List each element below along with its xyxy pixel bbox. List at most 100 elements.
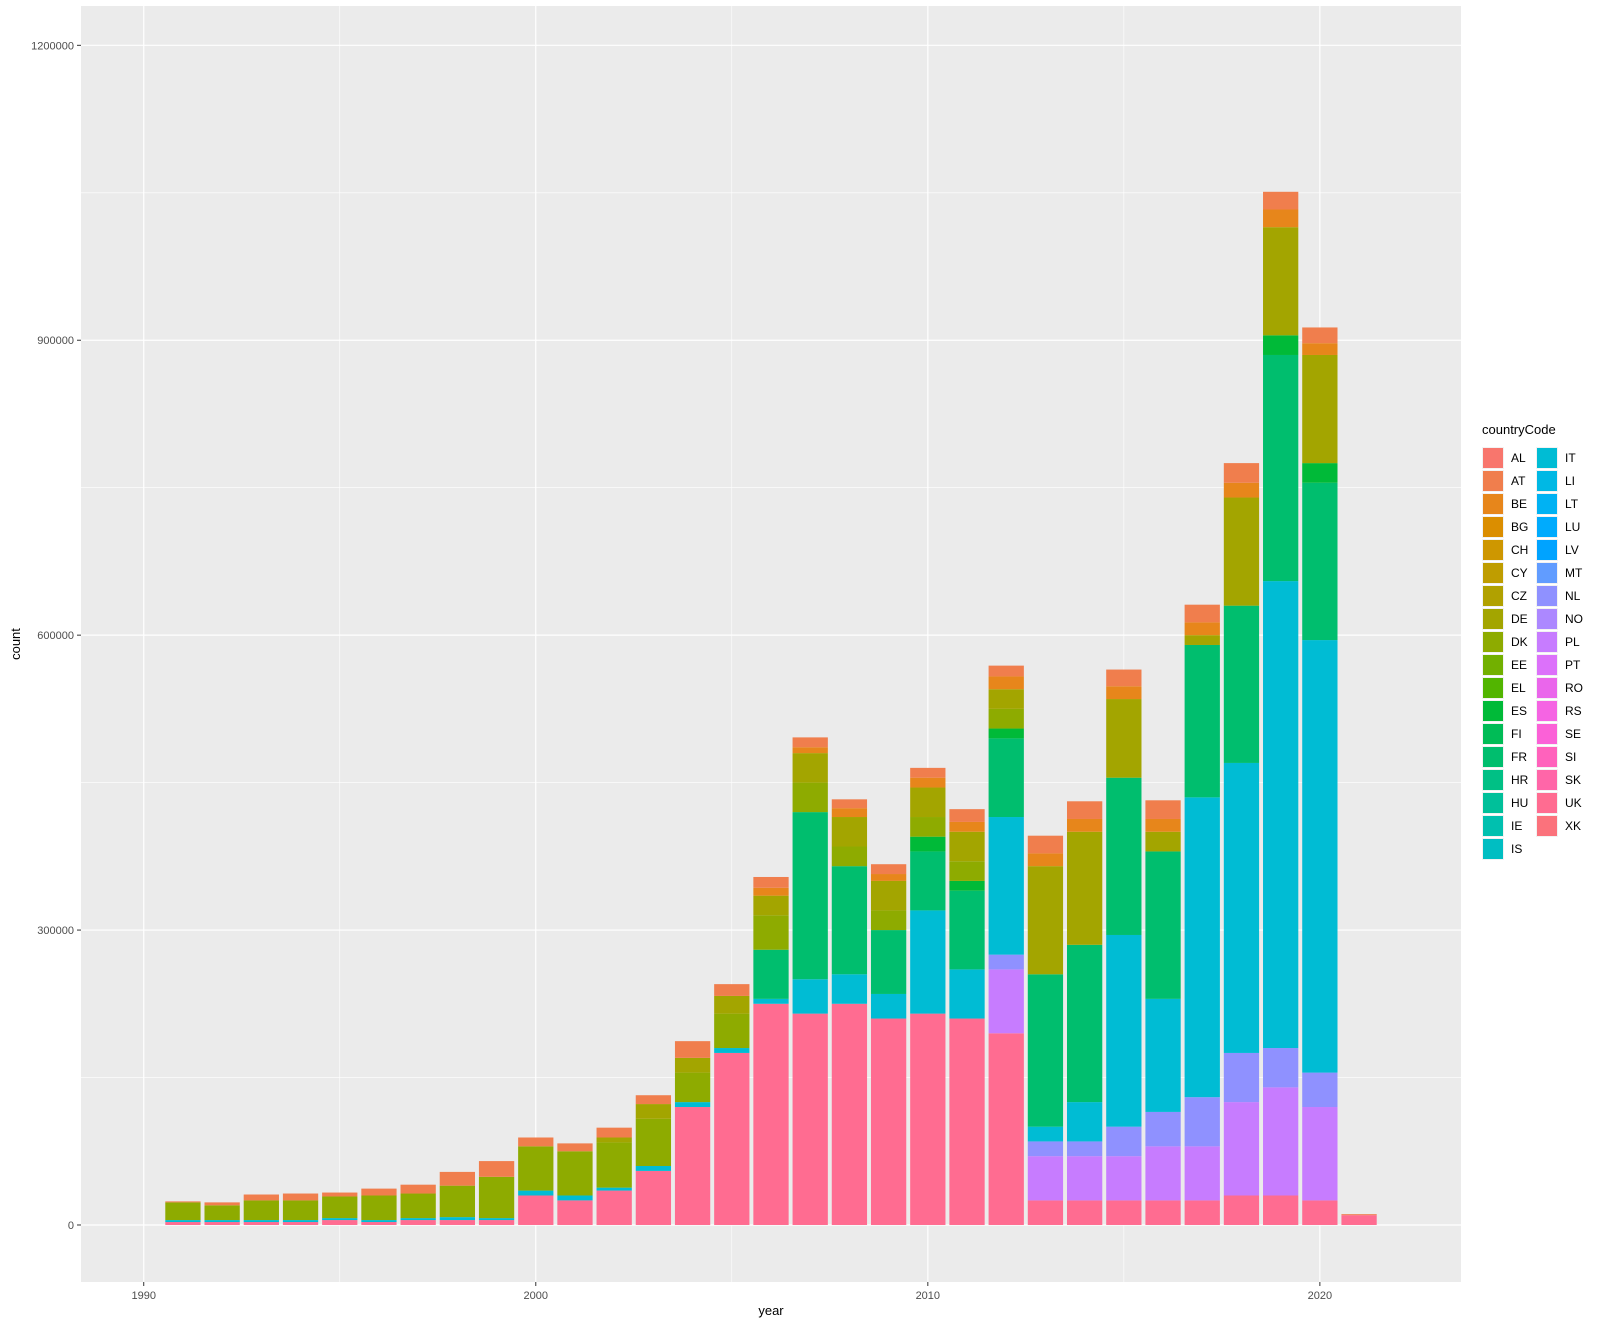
bar-segment-it-1998	[439, 1217, 476, 1221]
bar-segment-dk-1999	[478, 1176, 515, 1219]
bar-segment-de-2004	[674, 1057, 711, 1073]
bar-segment-at-2009	[870, 864, 907, 875]
bar-segment-it-2016	[1145, 998, 1181, 1112]
bar-segment-fr-2020	[1302, 482, 1338, 641]
bar-segment-pl-2013	[1027, 1156, 1064, 1201]
legend-label-si: SI	[1565, 750, 1576, 764]
bar-segment-it-2000	[518, 1190, 554, 1196]
bar-segment-uk-2014	[1066, 1200, 1103, 1225]
bar-segment-it-2002	[596, 1187, 632, 1191]
bar-segment-dk-1993	[243, 1200, 279, 1221]
legend-label-ch: CH	[1511, 543, 1528, 557]
bar-segment-dk-1995	[322, 1196, 358, 1219]
legend-label-lv: LV	[1565, 543, 1579, 557]
legend-label-pl: PL	[1565, 635, 1580, 649]
bar-segment-fr-2019	[1263, 354, 1299, 582]
bar-segment-pl-2012	[988, 969, 1024, 1034]
bar-segment-es-2012	[988, 728, 1024, 739]
bar-segment-uk-2000	[518, 1195, 554, 1225]
bar-segment-de-2002	[596, 1137, 632, 1143]
bar-segment-uk-2008	[831, 1003, 868, 1225]
bar-segment-de-2020	[1302, 354, 1338, 464]
bar-segment-de-2010	[910, 787, 946, 818]
bar-segment-de-2015	[1106, 699, 1142, 778]
bar-segment-uk-1991	[165, 1222, 201, 1225]
bar-segment-at-1996	[361, 1188, 397, 1196]
legend-key-si	[1537, 747, 1557, 767]
bar-segment-at-2016	[1145, 800, 1181, 819]
bar-segment-dk-1997	[400, 1193, 436, 1219]
legend-key-is	[1483, 839, 1503, 859]
bars	[165, 191, 1377, 1225]
bar-segment-be-2008	[831, 808, 868, 818]
bar-segment-uk-1997	[400, 1220, 436, 1225]
bar-segment-at-2006	[753, 876, 789, 888]
bar-segment-at-2017	[1184, 604, 1220, 623]
bar-segment-fr-2017	[1184, 644, 1220, 798]
bar-segment-it-2018	[1223, 762, 1260, 1053]
bar-segment-uk-2015	[1106, 1200, 1142, 1225]
bar-segment-uk-1992	[204, 1222, 240, 1225]
bar-segment-uk-1999	[478, 1220, 515, 1225]
bar-segment-fr-2010	[910, 851, 946, 911]
legend-key-nl	[1537, 586, 1557, 606]
legend-key-be	[1483, 494, 1503, 514]
legend-label-dk: DK	[1511, 635, 1528, 649]
legend-key-sk	[1537, 770, 1557, 790]
bar-segment-it-2008	[831, 974, 868, 1004]
bar-segment-fr-2012	[988, 738, 1024, 818]
bar-segment-fr-2011	[949, 890, 985, 970]
bar-segment-at-2010	[910, 767, 946, 778]
bar-segment-fr-2013	[1027, 974, 1064, 1127]
bar-segment-be-2010	[910, 777, 946, 788]
legend-key-ch	[1483, 540, 1503, 560]
bar-segment-uk-2012	[988, 1033, 1024, 1225]
bar-segment-at-1999	[478, 1161, 515, 1177]
y-tick-label: 600000	[37, 630, 74, 642]
bar-segment-uk-2019	[1263, 1195, 1299, 1225]
bar-segment-uk-2003	[635, 1170, 672, 1225]
x-tick-label: 2010	[916, 1290, 940, 1302]
bar-segment-es-2010	[910, 836, 946, 852]
legend-key-pt	[1537, 655, 1557, 675]
bar-segment-it-2020	[1302, 640, 1338, 1073]
bar-segment-at-2019	[1263, 191, 1299, 210]
bar-segment-dk-2011	[949, 861, 985, 881]
bar-segment-dk-1992	[204, 1205, 240, 1221]
bar-segment-at-2018	[1223, 463, 1260, 483]
bar-segment-it-2009	[870, 993, 907, 1019]
bar-segment-be-2013	[1027, 853, 1064, 867]
bar-segment-it-2013	[1027, 1126, 1064, 1142]
y-tick-label: 300000	[37, 925, 74, 937]
legend-key-at	[1483, 471, 1503, 491]
bar-segment-at-2002	[596, 1127, 632, 1138]
bar-segment-be-2018	[1223, 482, 1260, 498]
bar-segment-be-2014	[1066, 818, 1103, 832]
bar-segment-pl-2014	[1066, 1156, 1103, 1201]
legend-key-dk	[1483, 632, 1503, 652]
x-tick-label: 1990	[131, 1290, 155, 1302]
legend-key-bg	[1483, 517, 1503, 537]
legend-label-be: BE	[1511, 497, 1527, 511]
bar-segment-at-1994	[282, 1193, 319, 1201]
bar-segment-it-2011	[949, 969, 985, 1019]
bar-segment-pl-2019	[1263, 1087, 1299, 1196]
legend-key-de	[1483, 609, 1503, 629]
bar-segment-dk-2008	[831, 846, 868, 867]
legend-label-se: SE	[1565, 727, 1581, 741]
bar-segment-it-1999	[478, 1218, 515, 1221]
bar-segment-nl-2013	[1027, 1141, 1064, 1157]
bar-segment-it-2005	[714, 1048, 750, 1053]
bar-segment-at-2005	[714, 984, 750, 996]
legend-label-fr: FR	[1511, 750, 1527, 764]
bar-segment-uk-2005	[714, 1052, 750, 1225]
bar-segment-at-2020	[1302, 327, 1338, 344]
bar-segment-nl-2014	[1066, 1141, 1103, 1157]
y-tick-label: 0	[68, 1220, 74, 1232]
legend-key-ee	[1483, 655, 1503, 675]
legend-label-mt: MT	[1565, 566, 1583, 580]
legend-label-fi: FI	[1511, 727, 1522, 741]
bar-segment-de-2011	[949, 831, 985, 862]
legend-key-hu	[1483, 793, 1503, 813]
legend-key-xk	[1537, 816, 1557, 836]
